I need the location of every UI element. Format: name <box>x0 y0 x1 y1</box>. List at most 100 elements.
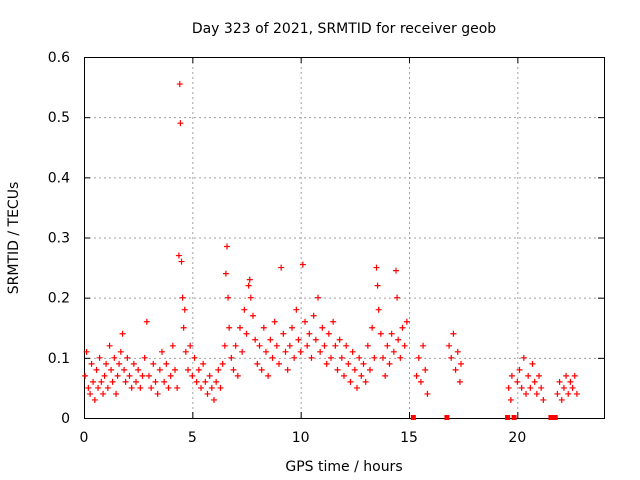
data-point-150 <box>375 306 382 313</box>
data-point-25 <box>122 378 129 385</box>
data-point-19 <box>113 390 120 397</box>
data-point-159 <box>394 294 401 301</box>
data-point-31 <box>135 366 142 373</box>
data-point-29 <box>130 360 137 367</box>
data-point-109 <box>289 324 295 331</box>
data-point-73 <box>217 384 224 391</box>
data-point-196 <box>538 384 545 391</box>
data-point-113 <box>297 348 304 355</box>
data-point-62 <box>193 378 200 385</box>
data-point-154 <box>384 342 391 349</box>
data-point-189 <box>523 390 529 397</box>
data-point-63 <box>195 366 202 373</box>
chart-title: Day 323 of 2021, SRMTID for receiver geo… <box>192 21 496 37</box>
data-point-170 <box>422 366 429 373</box>
data-point-81 <box>230 366 237 373</box>
data-point-56 <box>181 306 188 313</box>
data-point-203 <box>560 384 567 391</box>
data-point-111 <box>293 306 300 313</box>
data-point-69 <box>208 384 215 391</box>
data-point-145 <box>367 366 373 373</box>
data-point-184 <box>511 415 517 420</box>
data-point-75 <box>221 342 228 349</box>
data-point-132 <box>338 354 345 361</box>
data-point-14 <box>104 384 111 391</box>
data-point-152 <box>380 354 386 361</box>
data-point-129 <box>332 342 339 349</box>
data-point-32 <box>137 384 144 391</box>
data-point-182 <box>507 396 514 403</box>
data-points <box>82 81 580 420</box>
data-point-124 <box>321 342 328 349</box>
data-point-44 <box>163 360 170 367</box>
data-point-147 <box>371 354 378 361</box>
data-point-103 <box>276 360 282 367</box>
data-point-205 <box>565 390 572 397</box>
data-point-122 <box>317 348 324 355</box>
data-point-155 <box>386 360 393 367</box>
data-point-15 <box>106 342 113 349</box>
data-point-104 <box>278 264 285 271</box>
data-point-66 <box>202 378 209 385</box>
data-point-110 <box>291 354 298 361</box>
y-tick-label-6: 0.6 <box>48 50 70 66</box>
data-point-60 <box>189 372 196 379</box>
data-point-114 <box>299 261 306 268</box>
data-point-133 <box>341 372 347 379</box>
data-point-93 <box>254 360 261 367</box>
data-point-34 <box>141 354 148 361</box>
data-point-193 <box>531 378 538 385</box>
data-point-84 <box>237 324 243 331</box>
data-point-92 <box>252 336 259 343</box>
data-point-30 <box>133 378 139 385</box>
data-point-163 <box>401 342 408 349</box>
x-tick-label-3: 15 <box>400 430 418 446</box>
data-point-45 <box>165 384 172 391</box>
data-point-83 <box>234 372 241 379</box>
data-point-91 <box>250 312 256 319</box>
data-point-79 <box>226 324 233 331</box>
data-point-76 <box>222 270 229 277</box>
data-point-136 <box>347 378 354 385</box>
data-point-198 <box>548 415 554 420</box>
data-point-61 <box>191 354 198 361</box>
data-point-101 <box>271 318 278 325</box>
x-axis-ticks: 0 5 10 15 20 <box>80 57 526 446</box>
data-point-168 <box>417 378 424 385</box>
y-tick-label-2: 0.2 <box>48 291 70 307</box>
data-point-121 <box>315 294 321 301</box>
data-point-171 <box>424 390 431 397</box>
data-point-46 <box>167 372 174 379</box>
data-point-94 <box>256 342 263 349</box>
data-point-64 <box>198 384 204 391</box>
data-point-206 <box>567 378 574 385</box>
data-point-180 <box>505 415 511 420</box>
data-point-55 <box>180 324 187 331</box>
data-point-199 <box>552 415 558 420</box>
data-point-187 <box>518 384 525 391</box>
x-tick-label-0: 0 <box>80 430 89 446</box>
data-point-149 <box>374 282 381 289</box>
data-point-13 <box>103 360 110 367</box>
data-point-3 <box>87 390 94 397</box>
data-point-50 <box>175 252 182 259</box>
y-axis-label: SRMTID / TECUs <box>6 182 22 295</box>
data-point-139 <box>354 384 360 391</box>
data-point-166 <box>413 372 420 379</box>
data-point-138 <box>351 366 358 373</box>
data-point-4 <box>88 360 95 367</box>
data-point-65 <box>200 360 207 367</box>
y-tick-label-4: 0.4 <box>48 170 70 186</box>
data-point-33 <box>139 372 146 379</box>
data-point-151 <box>377 330 384 337</box>
data-point-11 <box>100 390 107 397</box>
data-point-209 <box>573 390 580 397</box>
data-point-120 <box>312 336 319 343</box>
data-point-90 <box>247 294 254 301</box>
data-point-194 <box>533 390 540 397</box>
data-point-157 <box>390 348 397 355</box>
data-point-78 <box>225 294 232 301</box>
data-point-186 <box>516 366 523 373</box>
data-point-173 <box>446 342 453 349</box>
